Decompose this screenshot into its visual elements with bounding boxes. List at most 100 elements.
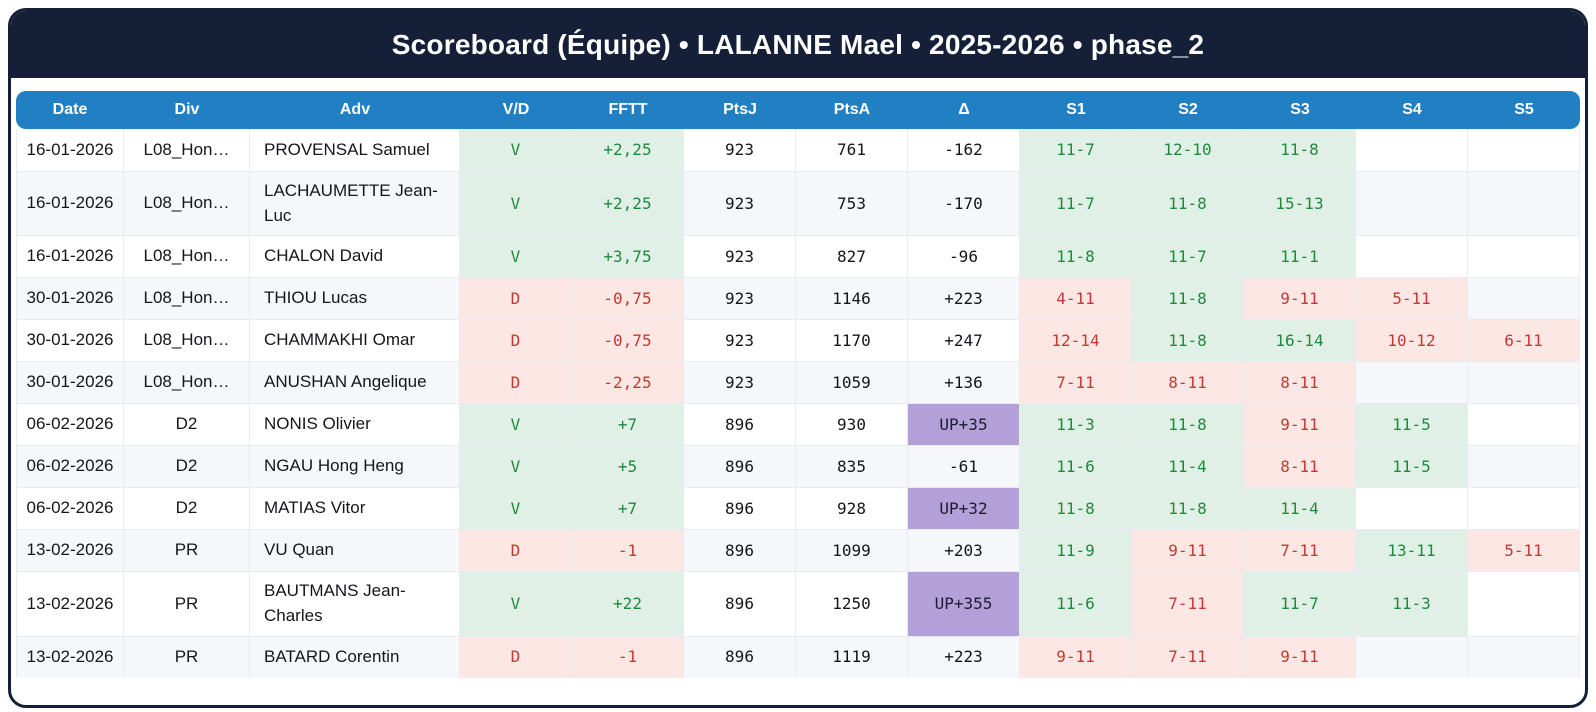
- delta-cell: -170: [908, 171, 1020, 236]
- set-2-cell: 11-7: [1132, 235, 1244, 278]
- adversary-points-cell: 1146: [796, 277, 908, 320]
- column-header-fftt: FFTT: [572, 91, 684, 129]
- result-cell: V: [460, 171, 572, 236]
- column-header-s1: S1: [1020, 91, 1132, 129]
- date-cell: 13-02-2026: [16, 571, 124, 636]
- set-2-cell: 11-8: [1132, 319, 1244, 362]
- set-1-cell: 12-14: [1020, 319, 1132, 362]
- adversary-cell: ANUSHAN Angelique: [250, 361, 460, 404]
- set-5-cell: [1468, 235, 1580, 278]
- result-cell: D: [460, 361, 572, 404]
- player-points-cell: 896: [684, 445, 796, 488]
- set-5-cell: 6-11: [1468, 319, 1580, 362]
- date-cell: 06-02-2026: [16, 445, 124, 488]
- division-cell: L08_Hon…: [124, 171, 250, 236]
- set-3-cell: 15-13: [1244, 171, 1356, 236]
- player-points-cell: 923: [684, 277, 796, 320]
- match-row: 16-01-2026 L08_Hon… PROVENSAL Samuel V +2,25…: [16, 129, 1580, 171]
- set-5-cell: [1468, 403, 1580, 446]
- delta-cell: +223: [908, 277, 1020, 320]
- scoreboard-card: Scoreboard (Équipe) • LALANNE Mael • 202…: [8, 8, 1588, 708]
- delta-cell: +203: [908, 529, 1020, 572]
- adversary-points-cell: 761: [796, 129, 908, 171]
- set-1-cell: 11-6: [1020, 445, 1132, 488]
- set-1-cell: 11-8: [1020, 487, 1132, 530]
- match-row: 30-01-2026 L08_Hon… ANUSHAN Angelique D -2,2…: [16, 361, 1580, 404]
- column-header-adv: Adv: [250, 91, 460, 129]
- fftt-points-cell: +2,25: [572, 171, 684, 236]
- set-4-cell: [1356, 129, 1468, 171]
- delta-cell: UP+35: [908, 403, 1020, 446]
- set-1-cell: 4-11: [1020, 277, 1132, 320]
- adversary-cell: PROVENSAL Samuel: [250, 129, 460, 171]
- fftt-points-cell: -1: [572, 529, 684, 572]
- result-cell: V: [460, 403, 572, 446]
- adversary-points-cell: 827: [796, 235, 908, 278]
- adversary-cell: THIOU Lucas: [250, 277, 460, 320]
- delta-cell: +247: [908, 319, 1020, 362]
- set-1-cell: 11-7: [1020, 129, 1132, 171]
- set-4-cell: 13-11: [1356, 529, 1468, 572]
- set-5-cell: 5-11: [1468, 529, 1580, 572]
- result-cell: D: [460, 277, 572, 320]
- division-cell: PR: [124, 571, 250, 636]
- set-5-cell: [1468, 277, 1580, 320]
- set-4-cell: 5-11: [1356, 277, 1468, 320]
- adversary-points-cell: 835: [796, 445, 908, 488]
- division-cell: D2: [124, 487, 250, 530]
- set-5-cell: [1468, 171, 1580, 236]
- set-4-cell: [1356, 171, 1468, 236]
- division-cell: L08_Hon…: [124, 129, 250, 171]
- adversary-points-cell: 1099: [796, 529, 908, 572]
- match-row: 06-02-2026 D2 MATIAS Vitor V +7 896 928 UP+32 11…: [16, 487, 1580, 530]
- set-3-cell: 11-1: [1244, 235, 1356, 278]
- adversary-points-cell: 928: [796, 487, 908, 530]
- adversary-cell: BATARD Corentin: [250, 635, 460, 678]
- set-3-cell: 8-11: [1244, 361, 1356, 404]
- fftt-points-cell: +5: [572, 445, 684, 488]
- date-cell: 06-02-2026: [16, 487, 124, 530]
- result-cell: D: [460, 635, 572, 678]
- date-cell: 30-01-2026: [16, 277, 124, 320]
- set-5-cell: [1468, 129, 1580, 171]
- column-header-s4: S4: [1356, 91, 1468, 129]
- result-cell: D: [460, 529, 572, 572]
- match-row: 16-01-2026 L08_Hon… CHALON David V +3,75 923 8…: [16, 235, 1580, 278]
- delta-cell: -96: [908, 235, 1020, 278]
- adversary-cell: NONIS Olivier: [250, 403, 460, 446]
- set-4-cell: [1356, 487, 1468, 530]
- adversary-points-cell: 1119: [796, 635, 908, 678]
- date-cell: 13-02-2026: [16, 635, 124, 678]
- set-2-cell: 11-8: [1132, 171, 1244, 236]
- adversary-cell: LACHAUMETTE Jean-Luc: [250, 171, 460, 236]
- result-cell: D: [460, 319, 572, 362]
- column-header-ptsj: PtsJ: [684, 91, 796, 129]
- scoreboard-table: Date Div Adv V/D FFTT PtsJ PtsA Δ S1 S2 S3 S4 S5 16-…: [16, 91, 1580, 678]
- set-2-cell: 12-10: [1132, 129, 1244, 171]
- title-banner: Scoreboard (Équipe) • LALANNE Mael • 202…: [11, 11, 1585, 78]
- player-points-cell: 923: [684, 361, 796, 404]
- set-3-cell: 9-11: [1244, 277, 1356, 320]
- match-row: 06-02-2026 D2 NONIS Olivier V +7 896 930 UP+35 1…: [16, 403, 1580, 446]
- player-points-cell: 896: [684, 487, 796, 530]
- match-row: 13-02-2026 PR VU Quan D -1 896 1099 +203 11-9 9-1…: [16, 529, 1580, 572]
- match-row: 13-02-2026 PR BATARD Corentin D -1 896 1119 +22…: [16, 635, 1580, 678]
- result-cell: V: [460, 129, 572, 171]
- table-container: Date Div Adv V/D FFTT PtsJ PtsA Δ S1 S2 S3 S4 S5 16-…: [11, 78, 1585, 678]
- table-body: 16-01-2026 L08_Hon… PROVENSAL Samuel V +2,25…: [16, 129, 1580, 678]
- player-points-cell: 923: [684, 129, 796, 171]
- adversary-cell: CHALON David: [250, 235, 460, 278]
- set-5-cell: [1468, 635, 1580, 678]
- date-cell: 16-01-2026: [16, 129, 124, 171]
- set-4-cell: [1356, 235, 1468, 278]
- match-row: 13-02-2026 PR BAUTMANS Jean-Charles V +22 896…: [16, 571, 1580, 636]
- set-3-cell: 11-8: [1244, 129, 1356, 171]
- adversary-cell: NGAU Hong Heng: [250, 445, 460, 488]
- column-header-ptsa: PtsA: [796, 91, 908, 129]
- set-2-cell: 11-8: [1132, 487, 1244, 530]
- set-3-cell: 11-4: [1244, 487, 1356, 530]
- set-3-cell: 9-11: [1244, 403, 1356, 446]
- delta-cell: UP+32: [908, 487, 1020, 530]
- set-2-cell: 7-11: [1132, 571, 1244, 636]
- adversary-points-cell: 1250: [796, 571, 908, 636]
